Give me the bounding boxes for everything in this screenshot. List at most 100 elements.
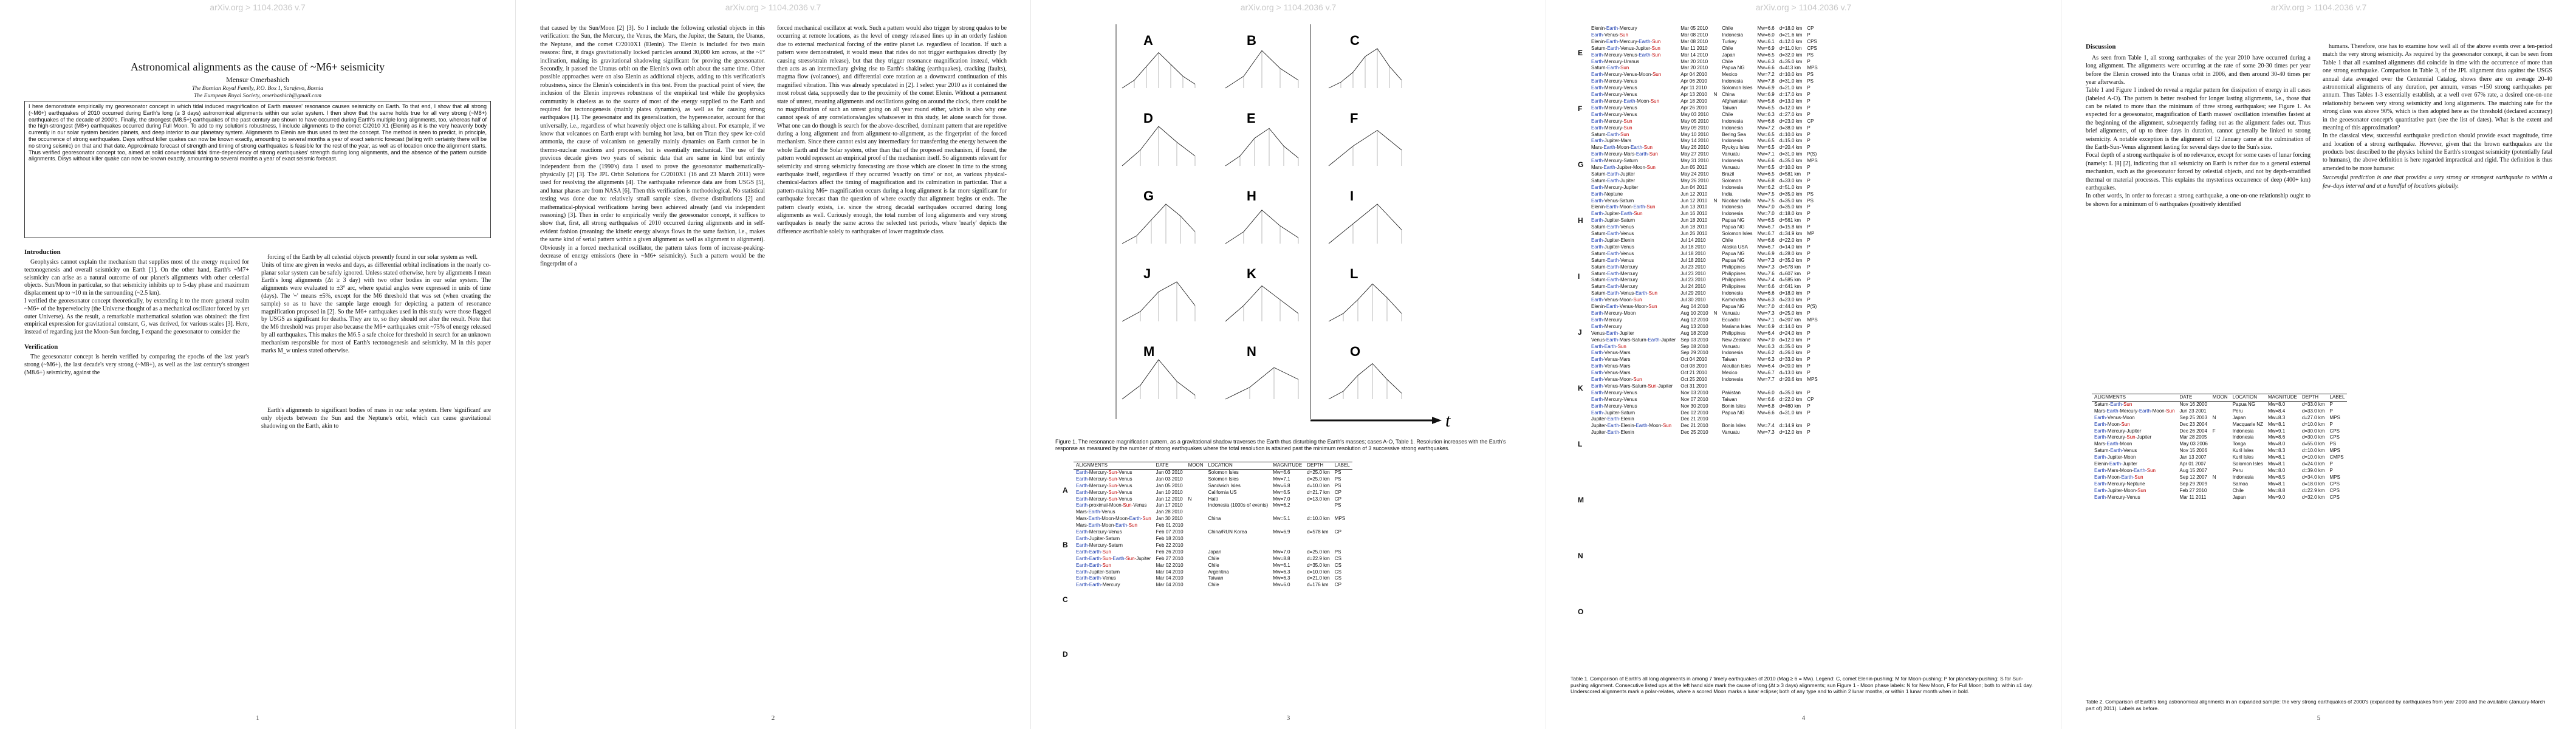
table-cell: Ecuador (1722, 317, 1741, 323)
table-cell: Kuril Isles (2232, 448, 2254, 454)
table-cell (1711, 370, 1719, 377)
table-cell: Earth-Mercury-Sun-Venus (1076, 496, 1132, 502)
table-cell: Mw=8.1 (2267, 461, 2286, 467)
table-cell: Earth-Jupiter-Saturn (1076, 535, 1120, 541)
introduction-heading: Introduction (24, 248, 61, 256)
table-cell: Earth-Jupiter-Elenin (1591, 238, 1634, 243)
table-row: Saturn-Earth-Mercury Jul 23 2010 Philippin… (1589, 277, 1820, 284)
table-2: ALIGNMENTS DATE MOON LOCATION MAGNITUDE DEPTH… (2092, 394, 2348, 501)
table-cell: d=25.0 km (1307, 549, 1330, 555)
table-cell: Mw=8.8 (2267, 487, 2286, 493)
table-cell: Earth-Venus-Moon-Sun (1591, 377, 1642, 383)
table-cell: CPS (2329, 481, 2340, 487)
table-cell: d=20.4 km (1779, 145, 1803, 151)
table-cell (1804, 416, 1820, 423)
table-cell: Earth-Venus-Mars (1591, 363, 1631, 369)
table-row: Earth-Mercury-Jupiter Dec 26 2004 F Indones… (2092, 428, 2347, 435)
table-cell: d=207 km (1779, 317, 1801, 323)
table-cell (2210, 488, 2230, 495)
table-cell: MPS (1807, 317, 1818, 323)
table-cell: N (1188, 496, 1192, 502)
table-row: Earth-Moon-Sun Dec 23 2004 Macquarie NZ Mw=… (2092, 422, 2347, 428)
table-cell: d=10.0 km (1779, 72, 1803, 78)
table-cell: Dec 21 2010 (1680, 423, 1708, 429)
table-cell (1332, 522, 1352, 529)
table-cell: Afghanistan (1722, 98, 1748, 104)
table-cell: d=27.0 km (1779, 111, 1803, 117)
verification-heading: Verification (24, 343, 58, 351)
table-cell: Jun 18 2010 (1680, 224, 1708, 230)
table-cell: Saturn-Earth-Venus (1591, 257, 1634, 263)
table-cell: d=607 km (1779, 270, 1801, 276)
arxiv-watermark: arXiv.org > 1104.2036 v.7 (210, 2, 306, 12)
table-cell (2210, 408, 2230, 415)
table-cell (1186, 582, 1206, 589)
panel-letter: B (1247, 33, 1256, 48)
table-cell: Jun 16 2010 (1680, 211, 1708, 217)
table-cell: d=13.0 km (1779, 98, 1803, 104)
table-cell: Bering Sea (1722, 131, 1746, 137)
table-cell: Earth-Mercury-Jupiter (1591, 184, 1639, 190)
table-cell (1186, 476, 1206, 483)
arxiv-watermark: arXiv.org > 1104.2036 v.7 (1240, 2, 1337, 12)
table-cell: Saturn-Earth-Sun (1591, 131, 1629, 137)
table-cell: CPS (2329, 434, 2340, 440)
table-row: Saturn-Earth-Venus Jul 18 2010 Papua NG Mw=… (1589, 258, 1820, 264)
table-cell: Solomon (1722, 177, 1741, 183)
resonance-curve (1225, 210, 1299, 244)
table-cell (1711, 251, 1719, 258)
panel-letter: H (1247, 188, 1256, 204)
table-cell (1304, 536, 1332, 542)
section-label-n: N (1578, 552, 1583, 560)
table-cell: Philippines (1722, 264, 1745, 270)
table-cell (1711, 264, 1719, 271)
table-cell: CP (1807, 396, 1814, 402)
table-cell: Solomon Isles (2232, 461, 2263, 467)
table-cell: Mw=5.6 (1757, 98, 1775, 104)
discussion-text: As seen from Table 1, all strong earthqu… (2086, 54, 2311, 208)
table-cell: Mw=6.6 (1757, 284, 1775, 290)
table-cell: Mw=8.6 (2267, 434, 2286, 440)
table-cell: China (1208, 516, 1221, 522)
table-cell: Chile (1722, 111, 1733, 117)
table-cell: d=10.0 km (1779, 165, 1803, 171)
table-cell: CP (1334, 582, 1341, 588)
table-cell: Earth-Mercury (1591, 323, 1622, 329)
table-cell: Mw=6.0 (1273, 582, 1290, 588)
table-row: Earth-Venus-Moon-Sun Jul 30 2010 Kamchatka… (1589, 297, 1820, 304)
table-cell: P (1807, 423, 1810, 429)
table-row: Saturn-Earth-Venus Jul 18 2010 Papua NG Mw=… (1589, 251, 1820, 258)
table-cell: Mw=6.8 (1757, 177, 1775, 183)
table-cell: Earth-Mercury-Venus (1591, 104, 1637, 111)
table-cell: Jupiter-Earth-Elenin (1591, 416, 1634, 422)
panel-letter: A (1143, 33, 1153, 48)
table-cell: Mw=6.9 (1757, 323, 1775, 329)
table-cell (1186, 575, 1206, 582)
table-cell: CMPS (2329, 454, 2344, 460)
table-cell: Earth-Mercury-Sun-Venus (1076, 476, 1132, 482)
table-row: Mars-Earth-Mercury-Earth-Moon-Sun Jun 23 … (2092, 408, 2347, 415)
abstract-box: I here demonstrate empirically my geores… (24, 101, 491, 238)
table-cell: d=22.0 km (1779, 238, 1803, 243)
table-cell: P (1807, 104, 1810, 111)
table-cell: Elenin-Earth-Venus-Moon-Sun (1591, 304, 1657, 310)
table-cell (1711, 330, 1719, 337)
resonance-curve (1122, 359, 1196, 400)
table-cell: d=13.0 km (1307, 496, 1330, 502)
table-cell: Apr 13 2010 (1680, 92, 1707, 98)
table-cell: Earth-Mercury-Sun-Venus (1076, 489, 1132, 495)
table-cell (1711, 125, 1719, 132)
table-cell: d=33.0 km (1779, 357, 1803, 363)
table-cell: P(S) (1807, 151, 1817, 157)
table-cell: P (1807, 32, 1810, 38)
table-cell: d=12.0 km (1779, 337, 1803, 343)
table-row: Elenin-Earth-Venus-Moon-Sun Aug 04 2010 Pa… (1589, 304, 1820, 310)
table-cell: d=14.0 km (1779, 323, 1803, 329)
table-cell: Earth-Mercury-Mars-Earth-Sun (1591, 151, 1658, 157)
table-cell: P (1807, 85, 1810, 91)
table-cell: Aug 13 2010 (1680, 323, 1708, 329)
table-cell: Mw=7.8 (1757, 78, 1775, 84)
table-row: Earth-Mercury Aug 13 2010 Mariana Isles Mw=… (1589, 324, 1820, 330)
table-cell: CPS (2329, 487, 2340, 493)
table-cell: Saturn-Earth-Sun (2094, 401, 2132, 407)
